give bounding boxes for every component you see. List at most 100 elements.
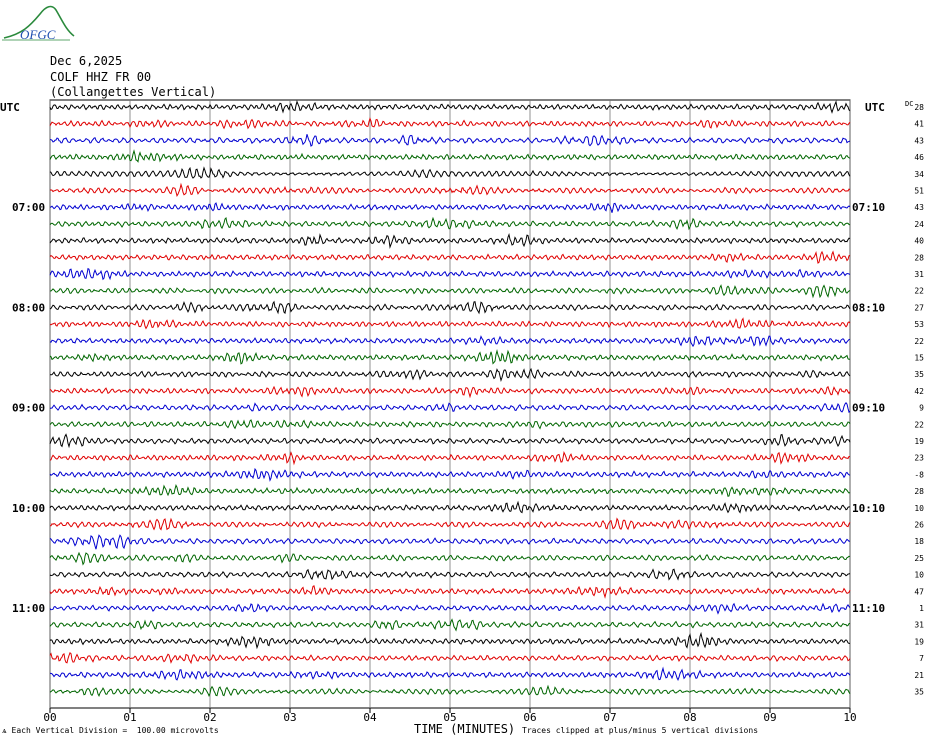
dc-offset-label: 1 — [919, 604, 924, 613]
logo-hill-curve — [3, 5, 75, 39]
seismic-trace — [49, 300, 851, 315]
dc-offset-label: 35 — [914, 370, 924, 379]
logo-text: OFGC — [20, 27, 56, 42]
seismic-trace — [49, 117, 851, 130]
x-tick-label: 07 — [603, 711, 616, 724]
dc-offset-label: 26 — [914, 521, 924, 530]
dc-offset-label: 18 — [914, 537, 924, 546]
dc-offset-label: 43 — [914, 203, 924, 212]
dc-offset-label: 28 — [914, 253, 924, 262]
dc-offset-label: 28 — [914, 103, 924, 112]
dc-offset-label: 35 — [914, 688, 924, 697]
x-tick-label: 00 — [43, 711, 56, 724]
right-utc-label: UTC — [865, 101, 885, 114]
dc-offset-label: 46 — [914, 153, 924, 162]
seismic-trace — [49, 517, 851, 531]
seismic-trace — [49, 385, 851, 399]
seismic-trace — [49, 652, 851, 665]
x-tick-label: 08 — [683, 711, 696, 724]
header-description: (Collangettes Vertical) — [50, 85, 217, 99]
seismic-trace — [49, 666, 851, 682]
seismic-trace — [49, 419, 851, 430]
seismic-trace — [49, 166, 851, 179]
x-tick-label: 04 — [363, 711, 377, 724]
dc-offset-label: 22 — [914, 420, 924, 429]
seismic-trace — [49, 232, 851, 249]
dc-offset-label: 47 — [914, 587, 924, 596]
dc-header-label: DC — [905, 100, 913, 108]
dc-offset-label: 21 — [914, 671, 924, 680]
x-tick-label: 02 — [203, 711, 216, 724]
dc-offset-label: 51 — [914, 187, 924, 196]
seismic-trace — [49, 335, 851, 348]
dc-offset-label: 42 — [914, 387, 924, 396]
dc-offset-label: 25 — [914, 554, 924, 563]
seismic-trace — [49, 367, 851, 383]
dc-offset-label: 22 — [914, 337, 924, 346]
dc-offset-label: 27 — [914, 303, 924, 312]
dc-offset-label: 34 — [914, 170, 924, 179]
seismic-trace — [49, 568, 851, 581]
seismic-trace — [49, 551, 851, 566]
dc-offset-label: 10 — [914, 571, 924, 580]
seismic-trace — [49, 401, 851, 414]
seismic-trace — [49, 631, 851, 650]
seismic-trace — [49, 348, 851, 365]
seismic-trace — [49, 284, 851, 299]
x-tick-label: 03 — [283, 711, 296, 724]
x-axis-title: TIME (MINUTES) — [414, 722, 516, 736]
seismic-trace — [49, 433, 851, 449]
dc-offset-label: 31 — [914, 621, 924, 630]
seismic-trace — [49, 602, 851, 615]
left-utc-label: UTC — [0, 101, 20, 114]
dc-offset-label: 19 — [914, 437, 924, 446]
seismic-trace — [49, 585, 851, 599]
header-date: Dec 6,2025 — [50, 54, 123, 68]
seismic-trace — [49, 182, 851, 197]
dc-offset-label: 43 — [914, 136, 924, 145]
left-hour-label: 08:00 — [12, 301, 45, 314]
dc-offset-label: 53 — [914, 320, 924, 329]
dc-offset-label: 9 — [919, 404, 924, 413]
scale-note-text: Each Vertical Division = 100.00 microvol… — [11, 726, 219, 735]
seismic-traces — [49, 100, 851, 697]
x-tick-label: 01 — [123, 711, 136, 724]
right-hour-label: 11:10 — [852, 602, 885, 615]
x-tick-label: 10 — [843, 711, 856, 724]
scale-note: ѧ Each Vertical Division = 100.00 microv… — [2, 726, 219, 735]
clip-note: Traces clipped at plus/minus 5 vertical … — [522, 726, 759, 735]
x-tick-label: 05 — [443, 711, 456, 724]
dc-offset-label: 41 — [914, 120, 924, 129]
left-hour-label: 07:00 — [12, 201, 45, 214]
dc-offset-label: 31 — [914, 270, 924, 279]
seismic-trace — [49, 250, 851, 264]
dc-offset-label: 40 — [914, 237, 924, 246]
seismic-trace — [49, 100, 851, 114]
right-hour-label: 08:10 — [852, 301, 885, 314]
seismic-trace — [49, 484, 851, 497]
dc-offset-label: 10 — [914, 504, 924, 513]
right-hour-label: 07:10 — [852, 201, 885, 214]
seismic-trace — [49, 500, 851, 514]
header-station: COLF HHZ FR 00 — [50, 70, 152, 84]
right-hour-label: 10:10 — [852, 502, 885, 515]
seismic-trace — [49, 134, 851, 147]
dc-offset-label: -8 — [914, 470, 924, 479]
seismic-trace — [49, 317, 851, 330]
seismic-trace — [49, 684, 851, 697]
dc-offset-label: 28 — [914, 487, 924, 496]
dc-offset-label: 7 — [919, 654, 924, 663]
x-tick-label: 06 — [523, 711, 536, 724]
seismic-trace — [49, 467, 851, 482]
seismic-trace — [49, 534, 851, 550]
dc-offset-label: 24 — [914, 220, 924, 229]
left-hour-label: 09:00 — [12, 402, 45, 415]
x-tick-label: 09 — [763, 711, 776, 724]
seismic-trace — [49, 451, 851, 466]
right-hour-label: 09:10 — [852, 402, 885, 415]
seismic-trace — [49, 202, 851, 213]
seismic-trace — [49, 618, 851, 632]
dc-offset-label: 22 — [914, 287, 924, 296]
seismic-trace — [49, 216, 851, 231]
